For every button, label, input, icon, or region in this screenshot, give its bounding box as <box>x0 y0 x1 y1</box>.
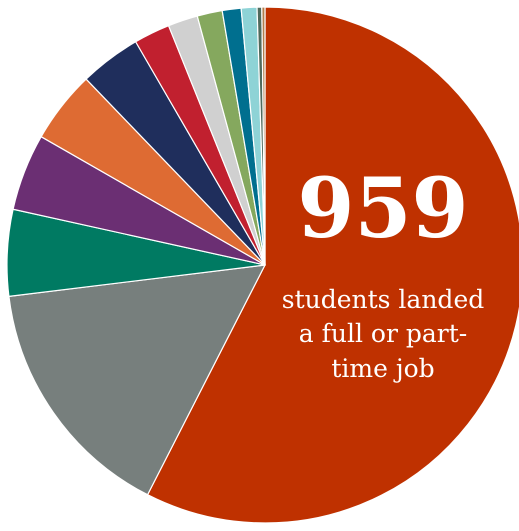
pie-slices <box>6 6 519 524</box>
headline-line-2: a full or part- <box>299 319 467 348</box>
headline-number: 959 <box>297 161 468 257</box>
pie-slice-1 <box>146 6 519 524</box>
pie-slice-2 <box>8 264 266 496</box>
headline-annotation: 959 students landed a full or part- time… <box>282 161 485 383</box>
pie-slice-13 <box>261 6 266 266</box>
headline-line-1: students landed <box>282 285 485 314</box>
headline-line-3: time job <box>331 354 434 383</box>
